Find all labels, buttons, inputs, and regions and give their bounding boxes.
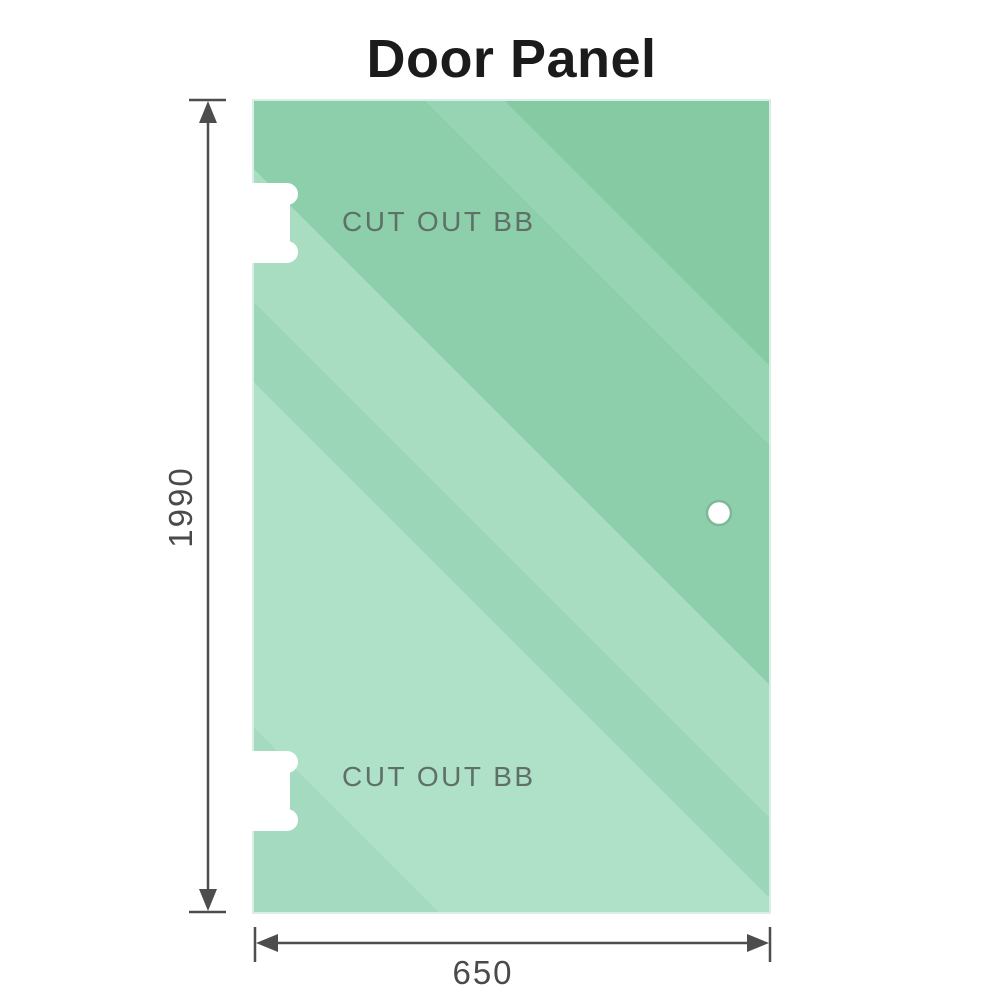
- handle-hole: [705, 499, 733, 527]
- cutout-bump-bottom: [276, 809, 298, 831]
- height-dim-arrow-down-icon: [199, 889, 217, 911]
- cutout-notch: [246, 751, 290, 831]
- hinge-cutout-bottom: [246, 751, 298, 831]
- cutout-label-top: CUT OUT BB: [342, 206, 536, 237]
- cutout-bump-bottom: [276, 241, 298, 263]
- height-dimension-label: 1990: [162, 466, 199, 548]
- diagram-title: Door Panel: [366, 29, 657, 89]
- glass-panel: [252, 99, 771, 914]
- hinge-cutout-top: [246, 183, 298, 263]
- width-dimension: [253, 927, 772, 962]
- height-dim-arrow-up-icon: [199, 101, 217, 123]
- cutout-label-bottom: CUT OUT BB: [342, 761, 536, 792]
- cutout-bump-top: [276, 751, 298, 773]
- width-dim-arrow-right-icon: [747, 934, 769, 952]
- cutout-notch: [246, 183, 290, 263]
- width-dimension-label: 650: [452, 954, 514, 991]
- width-dim-arrow-left-icon: [256, 934, 278, 952]
- cutout-bump-top: [276, 183, 298, 205]
- height-dimension: [189, 98, 226, 914]
